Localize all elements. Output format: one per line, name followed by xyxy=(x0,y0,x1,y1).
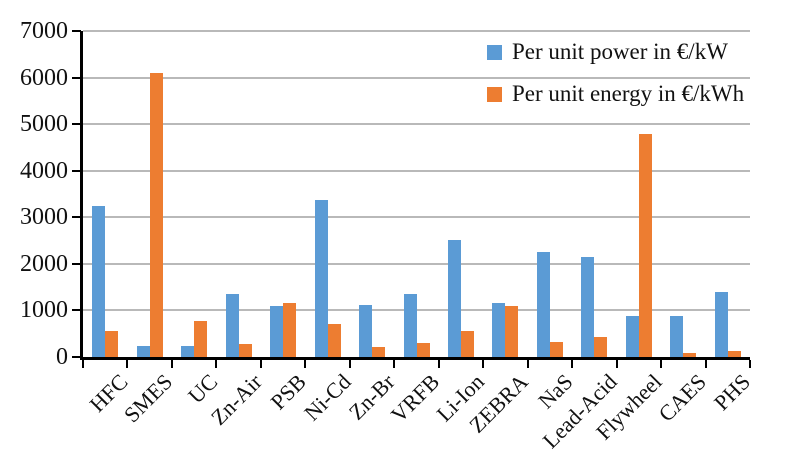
bar-power-ZEBRA xyxy=(492,303,506,357)
chart-legend: Per unit power in €/kW Per unit energy i… xyxy=(487,31,744,115)
legend-item-per-unit-energy: Per unit energy in €/kWh xyxy=(487,73,744,115)
y-axis-label-4000: 4000 xyxy=(20,157,68,184)
x-axis-label-SMES: SMES xyxy=(119,369,178,428)
bar-power-UC xyxy=(181,346,195,357)
y-tick-3000 xyxy=(72,216,81,219)
x-tick-6 xyxy=(348,360,351,368)
y-axis-label-1000: 1000 xyxy=(20,297,68,324)
bar-power-Li-Ion xyxy=(447,239,461,357)
x-tick-3 xyxy=(215,360,218,368)
x-tick-2 xyxy=(170,360,173,368)
x-tick-1 xyxy=(126,360,129,368)
bar-power-Ni-Cd xyxy=(314,200,328,357)
bar-energy-NaS xyxy=(549,341,563,357)
x-tick-0 xyxy=(82,360,84,368)
bar-energy-ZEBRA xyxy=(505,306,519,357)
y-axis-label-7000: 7000 xyxy=(20,18,68,44)
bar-energy-PSB xyxy=(283,303,297,357)
y-tick-6000 xyxy=(72,76,81,79)
x-tick-5 xyxy=(304,360,307,368)
x-tick-9 xyxy=(482,360,485,368)
x-tick-4 xyxy=(259,360,262,368)
y-tick-0 xyxy=(72,356,81,358)
x-tick-11 xyxy=(571,360,574,368)
legend-label-per-unit-energy: Per unit energy in €/kWh xyxy=(512,81,745,106)
x-axis-label-PHS: PHS xyxy=(709,369,756,416)
bar-energy-Ni-Cd xyxy=(327,324,341,357)
y-tick-1000 xyxy=(72,309,81,312)
bar-energy-UC xyxy=(194,320,208,357)
bar-power-Zn-Air xyxy=(225,294,239,357)
bar-energy-VRFB xyxy=(416,343,430,357)
x-axis-label-Zn-Br: Zn-Br xyxy=(344,369,400,425)
legend-swatch-energy-icon xyxy=(487,86,502,102)
y-axis-label-2000: 2000 xyxy=(20,250,68,277)
bar-power-VRFB xyxy=(403,294,417,357)
y-axis-label-6000: 6000 xyxy=(20,64,68,91)
bar-power-CAES xyxy=(670,315,684,357)
legend-swatch-power-icon xyxy=(487,44,502,60)
bar-power-HFC xyxy=(92,205,106,357)
bar-energy-CAES xyxy=(683,353,697,357)
bar-energy-Li-Ion xyxy=(460,331,474,357)
bar-energy-Zn-Air xyxy=(238,344,252,357)
y-tick-4000 xyxy=(72,169,81,172)
bar-power-Flywheel xyxy=(625,316,639,357)
x-tick-10 xyxy=(526,360,529,368)
x-axis-label-Ni-Cd: Ni-Cd xyxy=(298,369,356,426)
bar-power-NaS xyxy=(536,252,550,357)
x-tick-15 xyxy=(749,360,751,368)
gridline-7000 xyxy=(83,30,750,32)
y-axis-line xyxy=(80,31,83,360)
y-axis-label-0: 0 xyxy=(56,344,68,370)
bar-energy-Flywheel xyxy=(638,133,652,357)
x-axis-line xyxy=(80,357,750,360)
bar-power-PHS xyxy=(714,292,728,357)
bar-energy-HFC xyxy=(105,331,119,357)
gridline-3000 xyxy=(83,216,750,219)
y-axis-label-3000: 3000 xyxy=(20,204,68,231)
y-tick-5000 xyxy=(72,123,81,126)
x-axis-label-VRFB: VRFB xyxy=(385,369,445,428)
gridline-2000 xyxy=(83,262,750,265)
bar-energy-Zn-Br xyxy=(372,346,386,357)
plot-area xyxy=(83,30,750,357)
x-axis-label-CAES: CAES xyxy=(653,369,711,427)
gridline-6000 xyxy=(83,76,750,79)
gridline-4000 xyxy=(83,169,750,172)
legend-item-per-unit-power: Per unit power in €/kW xyxy=(487,31,744,73)
y-tick-2000 xyxy=(72,262,81,265)
x-tick-13 xyxy=(660,360,663,368)
bar-power-Lead-Acid xyxy=(581,257,595,357)
bar-power-PSB xyxy=(270,306,284,357)
legend-label-per-unit-power: Per unit power in €/kW xyxy=(512,39,728,64)
gridline-1000 xyxy=(83,309,750,312)
gridline-5000 xyxy=(83,123,750,126)
x-tick-8 xyxy=(437,360,440,368)
x-tick-12 xyxy=(615,360,618,368)
x-tick-7 xyxy=(393,360,396,368)
y-tick-7000 xyxy=(72,30,81,32)
bar-energy-SMES xyxy=(149,72,163,357)
bar-power-SMES xyxy=(136,346,150,357)
bar-energy-Lead-Acid xyxy=(594,337,608,357)
bar-energy-PHS xyxy=(727,350,741,357)
x-tick-14 xyxy=(704,360,707,368)
bar-power-Zn-Br xyxy=(359,304,373,357)
y-axis-label-5000: 5000 xyxy=(20,111,68,138)
